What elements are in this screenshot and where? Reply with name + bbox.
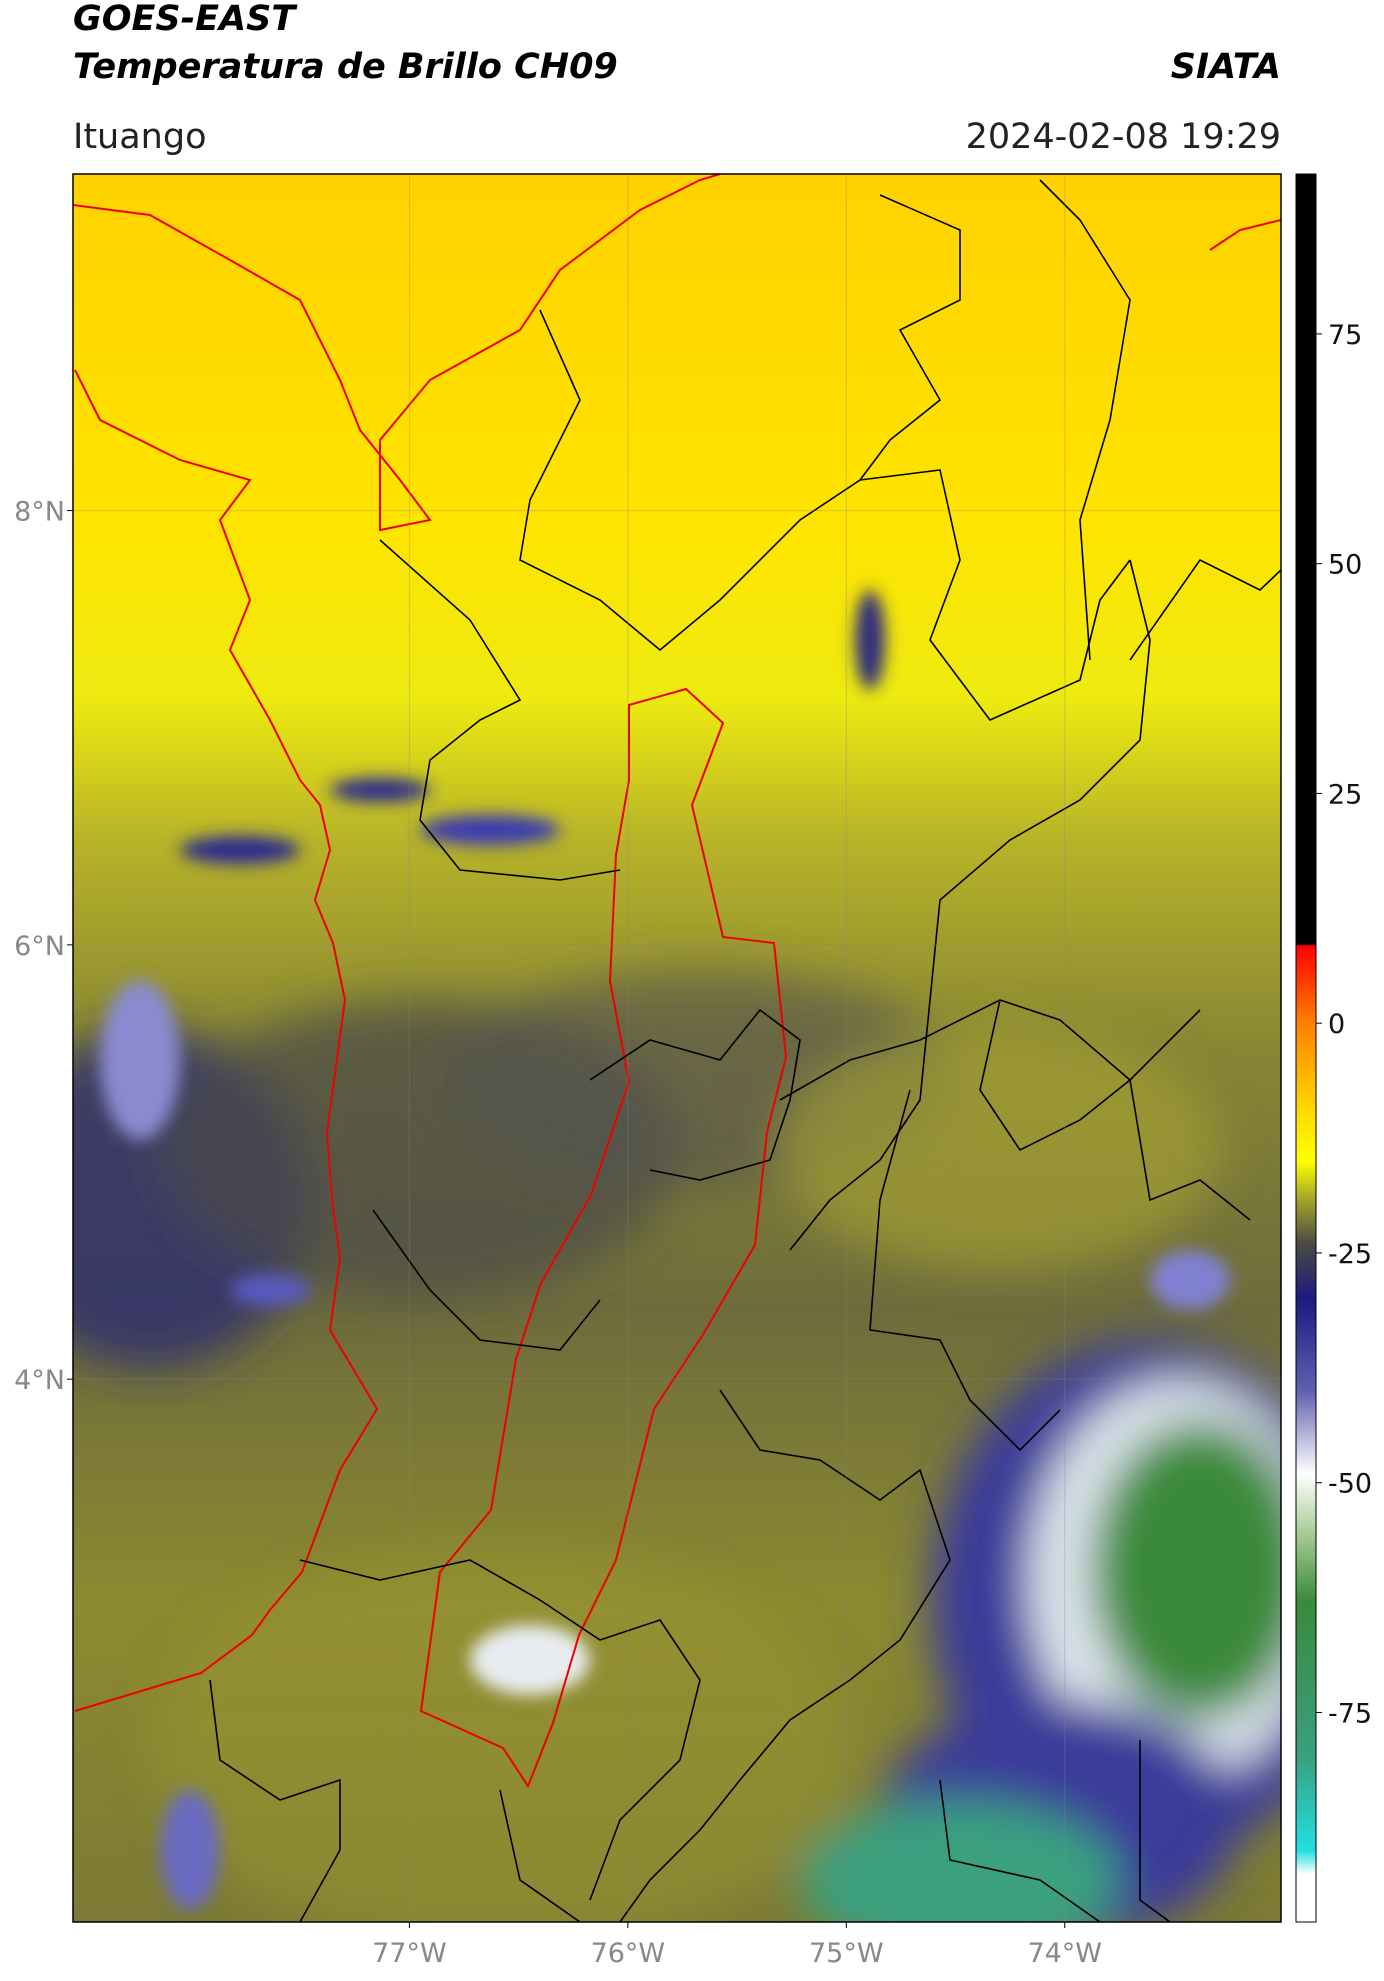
lon-tick-label: 75°W <box>809 1938 884 1969</box>
cloud-field <box>73 970 1281 1922</box>
colorbar-tick-label: -75 <box>1328 1698 1372 1729</box>
colorbar-tick-label: 0 <box>1328 1009 1345 1040</box>
lat-tick-label: 4°N <box>14 1365 65 1396</box>
coastline <box>1209 219 1281 251</box>
coastline <box>74 369 379 1712</box>
lon-tick-label: 77°W <box>372 1938 447 1969</box>
colorbar-tick-label: -50 <box>1328 1469 1372 1500</box>
satellite-image <box>73 174 1281 1922</box>
basin-outline <box>419 687 788 1789</box>
admin-boundaries <box>209 179 1281 1922</box>
colorbar-tick-label: -25 <box>1328 1239 1372 1270</box>
lat-tick-label: 6°N <box>14 931 65 962</box>
colorbar <box>1295 173 1317 1923</box>
colorbar-tick-label: 50 <box>1328 550 1362 581</box>
colorbar-tick-label: 25 <box>1328 779 1362 810</box>
map-frame <box>72 173 1282 1923</box>
lon-tick-label: 74°W <box>1027 1938 1102 1969</box>
lat-tick-label: 8°N <box>14 497 65 528</box>
coastline <box>73 174 721 532</box>
lon-tick-label: 76°W <box>591 1938 666 1969</box>
colorbar-tick-label: 75 <box>1328 320 1362 351</box>
datetime: 2024-02-08 19:29 <box>966 117 1281 157</box>
agency: SIATA <box>1171 47 1281 87</box>
cloud-streaks <box>100 590 1230 1910</box>
title: GOES-EAST <box>73 0 298 39</box>
location: Ituango <box>73 117 207 157</box>
subtitle: Temperatura de Brillo CH09 <box>73 47 618 87</box>
